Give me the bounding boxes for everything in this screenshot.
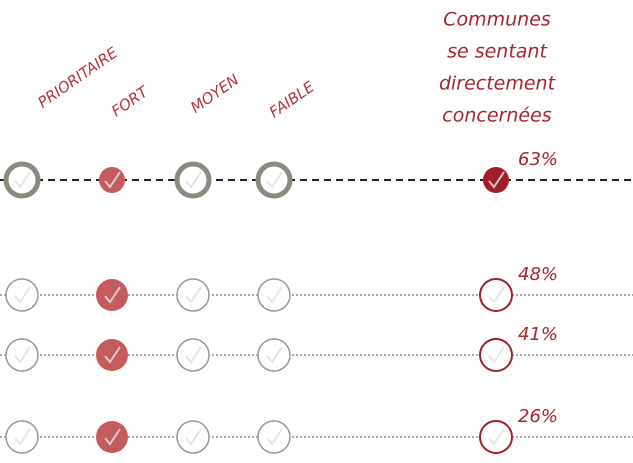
check-icon <box>104 286 121 304</box>
percent-dot <box>483 167 509 193</box>
row: 63% <box>0 149 633 199</box>
check-icon <box>266 428 283 446</box>
row: 26% <box>0 406 633 454</box>
percent-label: 41% <box>518 324 558 345</box>
check-icon <box>488 428 505 446</box>
column-header: MOYEN <box>187 71 242 117</box>
rating-circle <box>176 278 210 312</box>
rating-dot <box>96 421 128 453</box>
percent-label: 26% <box>518 406 558 427</box>
share-title: se sentant <box>447 41 548 63</box>
rating-circle <box>257 278 291 312</box>
percent-circle <box>479 420 513 454</box>
check-icon <box>104 428 121 446</box>
rating-circle <box>5 420 39 454</box>
check-icon <box>14 171 31 189</box>
rating-circle <box>5 278 39 312</box>
check-icon <box>185 428 202 446</box>
rating-dot <box>96 339 128 371</box>
rating-circle <box>3 161 41 199</box>
column-header: FORT <box>108 82 153 121</box>
rating-dot <box>96 279 128 311</box>
check-icon <box>185 171 202 189</box>
check-icon <box>488 346 505 364</box>
percent-circle <box>479 338 513 372</box>
share-title: concernées <box>442 105 551 127</box>
rating-circle <box>174 161 212 199</box>
rating-circle <box>176 420 210 454</box>
rating-dot <box>99 167 125 193</box>
rating-circle <box>176 338 210 372</box>
check-icon <box>266 171 283 189</box>
check-icon <box>14 286 31 304</box>
check-icon <box>488 286 505 304</box>
rating-circle <box>257 420 291 454</box>
share-title: Communes <box>443 9 551 31</box>
rating-circle <box>255 161 293 199</box>
column-header: PRIORITAIRE <box>34 43 121 111</box>
percent-label: 48% <box>518 264 558 285</box>
check-icon <box>104 171 121 189</box>
percent-label: 63% <box>518 149 558 170</box>
check-icon <box>185 286 202 304</box>
check-icon <box>14 428 31 446</box>
rating-circle <box>5 338 39 372</box>
check-icon <box>266 346 283 364</box>
row: 48% <box>0 264 633 312</box>
percent-circle <box>479 278 513 312</box>
check-icon <box>14 346 31 364</box>
check-icon <box>488 171 505 189</box>
row: 41% <box>0 324 633 372</box>
rating-circle <box>257 338 291 372</box>
check-icon <box>185 346 202 364</box>
column-header: FAIBLE <box>266 77 318 121</box>
check-icon <box>266 286 283 304</box>
share-title: directement <box>439 73 557 95</box>
check-icon <box>104 346 121 364</box>
